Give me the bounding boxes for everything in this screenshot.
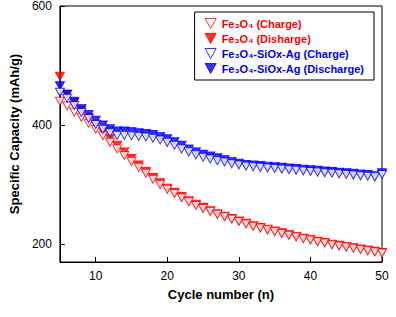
svg-text:Cycle number (n): Cycle number (n) xyxy=(168,287,274,302)
svg-text:400: 400 xyxy=(32,118,52,132)
svg-text:Specific Capacity (mAh/g): Specific Capacity (mAh/g) xyxy=(7,54,22,214)
svg-text:200: 200 xyxy=(32,237,52,251)
svg-text:50: 50 xyxy=(375,269,389,283)
svg-text:Fe₃O₄ (Disharge): Fe₃O₄ (Disharge) xyxy=(222,33,312,45)
svg-text:Fe₃O₄-SiOx-Ag (Charge): Fe₃O₄-SiOx-Ag (Charge) xyxy=(222,48,349,60)
svg-text:10: 10 xyxy=(89,269,103,283)
svg-text:600: 600 xyxy=(32,0,52,13)
svg-text:30: 30 xyxy=(232,269,246,283)
svg-text:Fe₃O₄ (Charge): Fe₃O₄ (Charge) xyxy=(222,18,302,30)
svg-text:Fe₃O₄-SiOx-Ag (Discharge): Fe₃O₄-SiOx-Ag (Discharge) xyxy=(222,63,365,75)
svg-text:40: 40 xyxy=(304,269,318,283)
svg-text:20: 20 xyxy=(161,269,175,283)
